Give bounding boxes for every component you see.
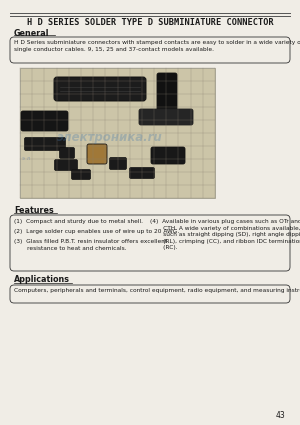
Text: H D SERIES SOLDER TYPE D SUBMINIATURE CONNECTOR: H D SERIES SOLDER TYPE D SUBMINIATURE CO… — [27, 17, 273, 26]
FancyBboxPatch shape — [21, 111, 68, 131]
Text: электроника.ru: электроника.ru — [57, 131, 163, 144]
Text: (4)  Available in various plug cases such as OTr and
       CTH. A wide variety : (4) Available in various plug cases such… — [150, 219, 300, 250]
Text: 43: 43 — [275, 411, 285, 420]
FancyBboxPatch shape — [20, 68, 215, 198]
FancyBboxPatch shape — [54, 77, 146, 101]
FancyBboxPatch shape — [10, 37, 290, 63]
Text: (1)  Compact and sturdy due to metal shell.: (1) Compact and sturdy due to metal shel… — [14, 219, 143, 224]
Text: э л: э л — [22, 156, 30, 161]
Text: Applications: Applications — [14, 275, 70, 284]
FancyBboxPatch shape — [139, 109, 193, 125]
FancyBboxPatch shape — [59, 147, 74, 159]
Text: H D Series subminiature connectors with stamped contacts are easy to solder in a: H D Series subminiature connectors with … — [14, 40, 300, 52]
FancyBboxPatch shape — [110, 158, 127, 170]
FancyBboxPatch shape — [10, 215, 290, 271]
Text: Features: Features — [14, 206, 54, 215]
Text: (2)  Large solder cup enables use of wire up to 20 AWG.: (2) Large solder cup enables use of wire… — [14, 229, 179, 234]
FancyBboxPatch shape — [87, 144, 107, 164]
FancyBboxPatch shape — [151, 147, 185, 164]
FancyBboxPatch shape — [10, 285, 290, 303]
FancyBboxPatch shape — [157, 73, 177, 117]
Text: (3)  Glass filled P.B.T. resin insulator offers excellent
       resistance to h: (3) Glass filled P.B.T. resin insulator … — [14, 239, 167, 251]
Text: General: General — [14, 28, 50, 37]
FancyBboxPatch shape — [130, 167, 154, 178]
FancyBboxPatch shape — [25, 138, 65, 150]
FancyBboxPatch shape — [55, 159, 77, 170]
FancyBboxPatch shape — [71, 170, 91, 179]
Text: Computers, peripherals and terminals, control equipment, radio equipment, and me: Computers, peripherals and terminals, co… — [14, 288, 300, 293]
